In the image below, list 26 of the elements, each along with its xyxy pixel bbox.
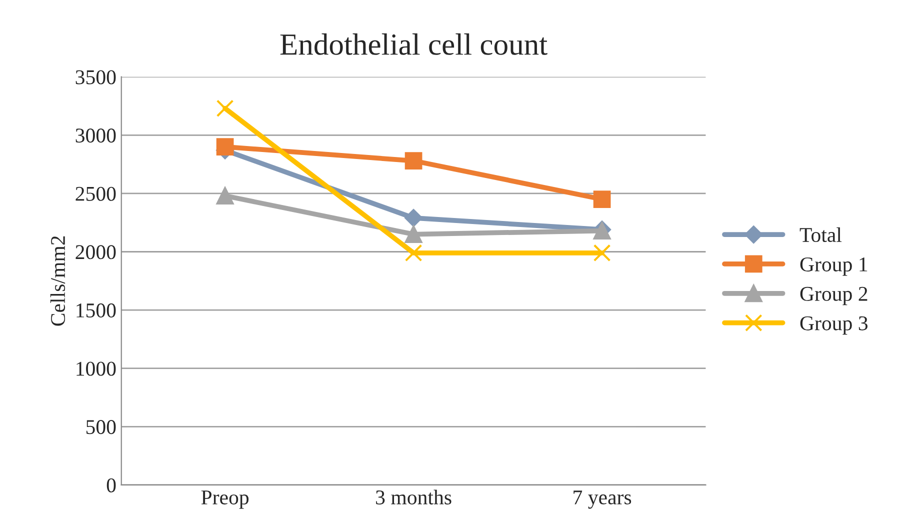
point bbox=[404, 226, 422, 243]
y-tick-label: 1000 bbox=[76, 362, 116, 376]
x-tick-label: 7 years bbox=[574, 490, 632, 509]
y-tick-label: 0 bbox=[106, 478, 116, 492]
y-axis-title: Cells/mm2 bbox=[50, 236, 66, 326]
point bbox=[404, 244, 422, 262]
point bbox=[216, 187, 234, 204]
point bbox=[216, 138, 234, 156]
y-tick-label: 1500 bbox=[76, 303, 116, 318]
x-tick-label: 3 months bbox=[376, 490, 452, 504]
chart-title: Endothelial cell count bbox=[280, 33, 548, 55]
y-tick-label: 3000 bbox=[76, 128, 116, 143]
y-tick-label: 2000 bbox=[76, 245, 116, 260]
point bbox=[404, 209, 422, 227]
legend-label: Group 2 bbox=[800, 286, 868, 306]
y-tick-label: 2500 bbox=[76, 186, 116, 201]
point bbox=[404, 152, 422, 170]
y-tick-label: 500 bbox=[86, 420, 116, 434]
point bbox=[593, 244, 611, 262]
y-tick-label: 3500 bbox=[76, 70, 116, 84]
x-tick-label: Preop bbox=[201, 490, 249, 509]
legend-label: Group 3 bbox=[800, 316, 868, 335]
point bbox=[216, 100, 234, 118]
point bbox=[593, 190, 611, 208]
legend-label: Group 1 bbox=[800, 257, 868, 276]
legend-label: Total bbox=[800, 227, 842, 242]
